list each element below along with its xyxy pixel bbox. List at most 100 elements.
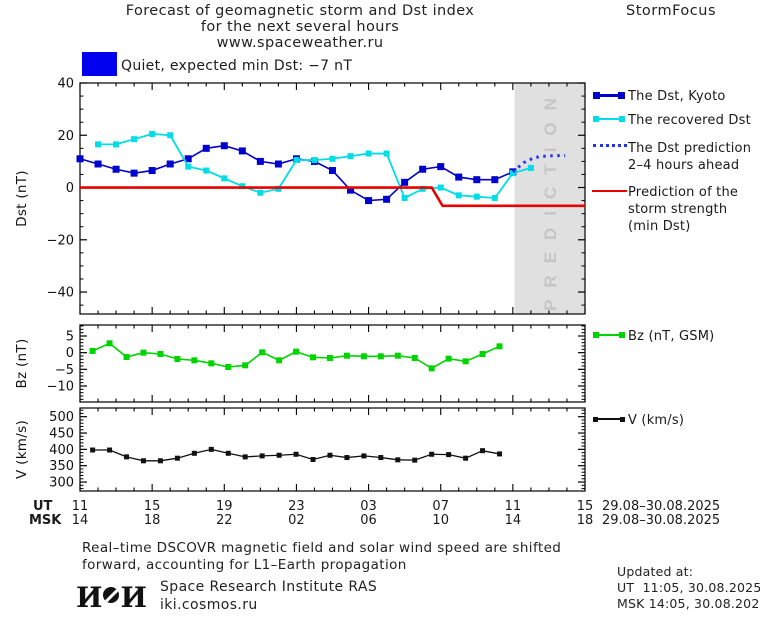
legend-line xyxy=(593,418,625,420)
panel-frame xyxy=(79,324,586,403)
recovered-dst-series-marker xyxy=(113,141,120,148)
legend-sample-dst-kyoto xyxy=(593,91,625,99)
bz-series-marker xyxy=(479,351,486,357)
bz-series xyxy=(92,342,500,370)
x-tick-label: 02 xyxy=(288,513,305,528)
v-series-marker xyxy=(344,455,350,461)
bz-series-marker xyxy=(343,352,350,359)
legend-marker xyxy=(593,116,599,122)
dst-kyoto-series-marker xyxy=(329,167,336,175)
bz-series-marker xyxy=(225,364,232,370)
recovered-dst-series-marker xyxy=(185,163,192,170)
recovered-dst-series-marker xyxy=(347,153,354,160)
legend-marker xyxy=(618,91,625,99)
prediction-band xyxy=(514,83,585,314)
footnote-line1: Real–time DSCOVR magnetic field and sola… xyxy=(82,540,562,556)
v-series-marker xyxy=(293,451,299,457)
legend-sample-storm-strength xyxy=(592,190,627,192)
v-series-marker xyxy=(327,452,333,458)
updated-at-msk: MSK 14:05, 30.08.2025 xyxy=(617,596,760,611)
recovered-dst-series-marker xyxy=(203,167,210,174)
dst-kyoto-series-marker xyxy=(365,197,373,205)
bz-series-marker xyxy=(394,352,401,359)
y-tick-label: 0 xyxy=(66,181,74,196)
y-tick-label: −20 xyxy=(47,233,74,248)
recovered-dst-series-marker xyxy=(239,183,246,190)
dst-kyoto-series-marker xyxy=(419,165,427,173)
page-title-line3: www.spaceweather.ru xyxy=(216,35,384,51)
y-tick-label: 20 xyxy=(57,129,74,144)
x-tick-label: 07 xyxy=(432,499,449,514)
bz-series-marker xyxy=(157,351,164,357)
dst-prediction-series xyxy=(511,154,566,173)
legend-sample-dst-prediction xyxy=(593,144,627,147)
bz-series-marker xyxy=(445,355,452,362)
recovered-dst-series-marker xyxy=(131,136,138,143)
recovered-dst-series-marker xyxy=(527,164,534,171)
recovered-dst-series-marker xyxy=(311,157,318,164)
legend-label-bz: Bz (nT, GSM) xyxy=(628,329,715,344)
legend-label-dst-kyoto: The Dst, Kyoto xyxy=(628,89,726,104)
iki-logo-right-glyph: И xyxy=(120,581,147,614)
dst-kyoto-series-marker xyxy=(274,160,282,168)
legend-marker xyxy=(593,91,600,99)
v-series-marker xyxy=(463,455,469,461)
bz-series-marker xyxy=(259,349,266,356)
x-tick-label: 18 xyxy=(143,513,161,528)
recovered-dst-series-marker xyxy=(275,185,282,192)
recovered-dst-series-marker xyxy=(473,193,480,200)
dst-kyoto-series-marker xyxy=(473,176,481,184)
x-tick-label: 03 xyxy=(360,499,377,514)
legend-line xyxy=(593,94,625,97)
x-tick-label: 15 xyxy=(576,499,594,514)
bz-series-marker xyxy=(123,354,130,360)
bz-series-marker xyxy=(293,348,300,355)
legend-marker xyxy=(620,416,625,422)
iki-logo-left-glyph: И xyxy=(76,581,103,614)
dst-kyoto-series-marker xyxy=(220,142,228,150)
x-tick-label: 10 xyxy=(432,513,449,528)
x-axis-ut-row: UT 29.08–30.08.2025 11 15 19 23 03 07 11 15 xyxy=(0,499,760,514)
page-title-line1: Forecast of geomagnetic storm and Dst in… xyxy=(125,3,475,19)
x-tick-label: 11 xyxy=(71,499,89,514)
bz-series-marker xyxy=(496,343,503,350)
bz-series-marker xyxy=(377,353,384,360)
bz-series-marker xyxy=(140,349,147,356)
recovered-dst-series-marker xyxy=(455,192,462,199)
v-series-marker xyxy=(361,453,367,459)
recovered-dst-series-marker xyxy=(383,150,390,157)
y-axis-title: V (km/s) xyxy=(14,420,30,479)
dst-kyoto-series-marker xyxy=(437,163,445,171)
y-tick-label: 500 xyxy=(49,410,74,425)
legend-line xyxy=(593,118,625,120)
prediction-band-label: PREDICTION xyxy=(541,86,560,311)
iki-logo: И И xyxy=(76,581,147,614)
dst-kyoto-series-marker xyxy=(455,173,463,181)
bz-series-marker xyxy=(191,357,198,364)
recovered-dst-series-marker xyxy=(509,170,516,177)
recovered-dst-series-marker xyxy=(329,155,336,162)
x-tick-label: 11 xyxy=(504,499,522,514)
x-tick-label: 22 xyxy=(216,513,233,528)
msk-row-label: MSK xyxy=(29,513,62,528)
legend-label-storm-strength-1: Prediction of the xyxy=(628,185,739,200)
x-tick-label: 06 xyxy=(360,513,377,528)
dst-kyoto-series xyxy=(79,144,514,202)
ut-date-range: 29.08–30.08.2025 xyxy=(602,499,721,514)
legend-sample-recovered-dst xyxy=(593,115,625,123)
legend-marker xyxy=(593,416,598,422)
v-series-marker xyxy=(378,455,384,461)
bz-series-marker xyxy=(428,365,435,372)
y-tick-label: −10 xyxy=(47,380,74,395)
y-tick-label: 350 xyxy=(49,459,74,474)
y-tick-label: −40 xyxy=(47,286,74,301)
bz-series-marker xyxy=(106,340,113,347)
v-series-marker xyxy=(310,456,316,462)
v-series-marker xyxy=(446,452,452,458)
y-tick-label: 300 xyxy=(49,476,74,491)
v-series-marker xyxy=(124,454,130,460)
legend-label-dst-prediction-1: The Dst prediction xyxy=(628,141,752,156)
dst-kyoto-series-marker xyxy=(94,160,102,168)
v-series-marker xyxy=(429,451,435,457)
